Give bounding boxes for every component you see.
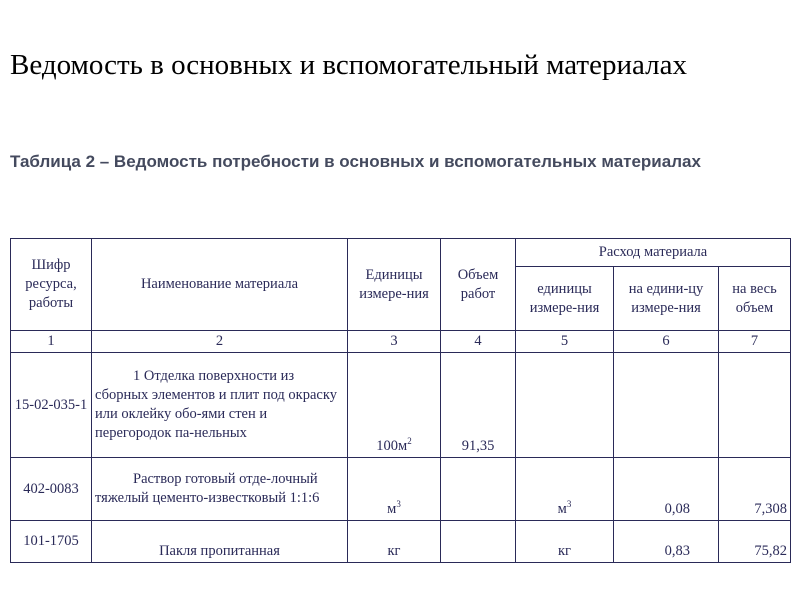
- cons-unit-text: кг: [558, 543, 571, 559]
- cell-per-unit: 0,83: [613, 520, 719, 563]
- cell-per-unit: [613, 352, 719, 458]
- cell-name: 1 Отделка поверхности из сборных элемент…: [91, 352, 348, 458]
- header-volume: Объем работ: [440, 238, 516, 331]
- cell-volume: 91,35: [440, 352, 516, 458]
- unit-text: 100м: [376, 438, 408, 454]
- cell-total: 75,82: [718, 520, 791, 563]
- cons-unit-text: м: [557, 501, 567, 517]
- cell-total: 7,308: [718, 457, 791, 521]
- header-name: Наименование материала: [91, 238, 348, 331]
- cell-total: [718, 352, 791, 458]
- cell-volume: [440, 520, 516, 563]
- header-cons-unit: единицы измере-ния: [515, 266, 614, 331]
- header-code: Шифр ресурса, работы: [10, 238, 92, 331]
- cell-name: Раствор готовый отде-лочный тяжелый цеме…: [91, 457, 348, 521]
- col-number: 1: [10, 330, 92, 353]
- table-row: 15-02-035-1 1 Отделка поверхности из сбо…: [10, 352, 791, 458]
- table-row: 101-1705 Пакля пропитанная кг кг 0,83 75…: [10, 520, 791, 563]
- materials-table: Шифр ресурса, работы Наименование матери…: [10, 238, 791, 563]
- header-per-unit: на едини-цу измере-ния: [613, 266, 719, 331]
- table-caption: Таблица 2 – Ведомость потребности в осно…: [10, 152, 701, 171]
- cell-per-unit: 0,08: [613, 457, 719, 521]
- slide-title: Ведомость в основных и вспомогательный м…: [10, 49, 687, 81]
- cons-unit-sup: 3: [566, 499, 572, 510]
- cell-volume: [440, 457, 516, 521]
- header-unit: Единицы измере-ния: [347, 238, 441, 331]
- cell-cons-unit: [515, 352, 614, 458]
- table-row: 402-0083 Раствор готовый отде-лочный тяж…: [10, 457, 791, 521]
- col-number: 4: [440, 330, 516, 353]
- col-number: 7: [718, 330, 791, 353]
- unit-sup: 2: [407, 436, 412, 447]
- header-consumption: Расход материала: [515, 238, 791, 267]
- unit-sup: 3: [396, 499, 401, 510]
- cell-code: 15-02-035-1: [10, 352, 92, 458]
- col-number: 2: [91, 330, 348, 353]
- cell-code: 402-0083: [10, 457, 92, 521]
- column-numbers-row: 1 2 3 4 5 6 7: [10, 330, 791, 353]
- cell-cons-unit: м3: [515, 457, 614, 521]
- cell-name: Пакля пропитанная: [91, 520, 348, 563]
- cell-unit: 100м2: [347, 352, 441, 458]
- col-number: 5: [515, 330, 614, 353]
- col-number: 3: [347, 330, 441, 353]
- header-total: на весь объем: [718, 266, 791, 331]
- col-number: 6: [613, 330, 719, 353]
- cell-code: 101-1705: [10, 520, 92, 563]
- cell-unit: м3: [347, 457, 441, 521]
- unit-text: кг: [387, 543, 401, 559]
- unit-text: м: [387, 501, 397, 517]
- cell-unit: кг: [347, 520, 441, 563]
- cell-cons-unit: кг: [515, 520, 614, 563]
